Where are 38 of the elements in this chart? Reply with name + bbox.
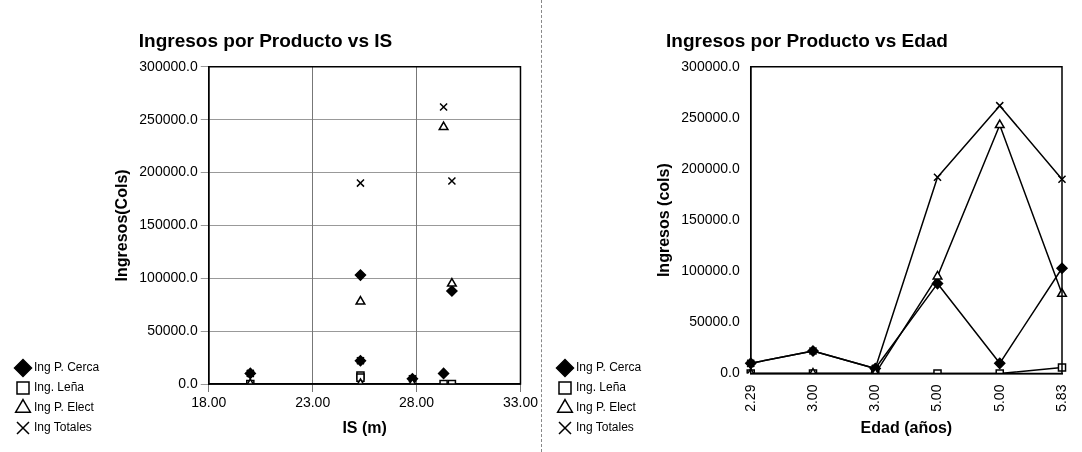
y-tick-label: 0.0 — [178, 374, 198, 391]
y-tick-label: 50000.0 — [689, 313, 740, 330]
y-tick-label: 100000.0 — [139, 269, 198, 286]
x-tick-label: 18.00 — [191, 394, 227, 411]
y-tick-label: 150000.0 — [139, 216, 198, 233]
y-tick-label: 150000.0 — [681, 211, 740, 228]
y-tick-label: 250000.0 — [681, 108, 740, 125]
x-axis-title: Edad (años) — [860, 418, 953, 436]
y-tick-label: 50000.0 — [147, 321, 198, 338]
y-tick-label: 250000.0 — [139, 110, 198, 127]
chart-title: Ingresos por Producto vs IS — [138, 29, 393, 51]
legend-label: Ing Totales — [34, 420, 92, 435]
x-tick-label: 3.00 — [866, 384, 883, 412]
legend-label: Ing. Leña — [576, 380, 627, 395]
y-tick-label: 200000.0 — [139, 163, 198, 180]
x-tick-label: 5.83 — [1052, 384, 1069, 412]
y-tick-label: 200000.0 — [681, 159, 740, 176]
y-axis-title: Ingresos (cols) — [655, 163, 673, 278]
x-tick-label: 3.00 — [803, 384, 820, 412]
x-axis-title: IS (m) — [342, 418, 387, 436]
chart-title: Ingresos por Producto vs Edad — [666, 29, 948, 51]
legend-label: Ing P. Cerca — [34, 360, 100, 375]
y-tick-label: 0.0 — [720, 364, 740, 381]
y-axis-title: Ingresos(Cols) — [113, 169, 131, 282]
legend-label: Ing. Leña — [34, 380, 85, 395]
legend-label: Ing P. Elect — [34, 400, 95, 415]
x-tick-label: 33.00 — [502, 394, 539, 411]
x-tick-label: 28.00 — [399, 394, 435, 411]
legend-label: Ing P. Cerca — [576, 360, 642, 375]
legend-label: Ing Totales — [576, 420, 634, 435]
x-tick-label: 23.00 — [295, 394, 331, 411]
x-tick-label: 5.00 — [990, 384, 1007, 412]
x-tick-label: 5.00 — [928, 384, 945, 412]
y-tick-label: 100000.0 — [681, 262, 740, 279]
legend-label: Ing P. Elect — [576, 400, 637, 415]
x-tick-label: 2.29 — [741, 384, 758, 412]
y-tick-label: 300000.0 — [139, 57, 198, 74]
y-tick-label: 300000.0 — [681, 57, 740, 74]
